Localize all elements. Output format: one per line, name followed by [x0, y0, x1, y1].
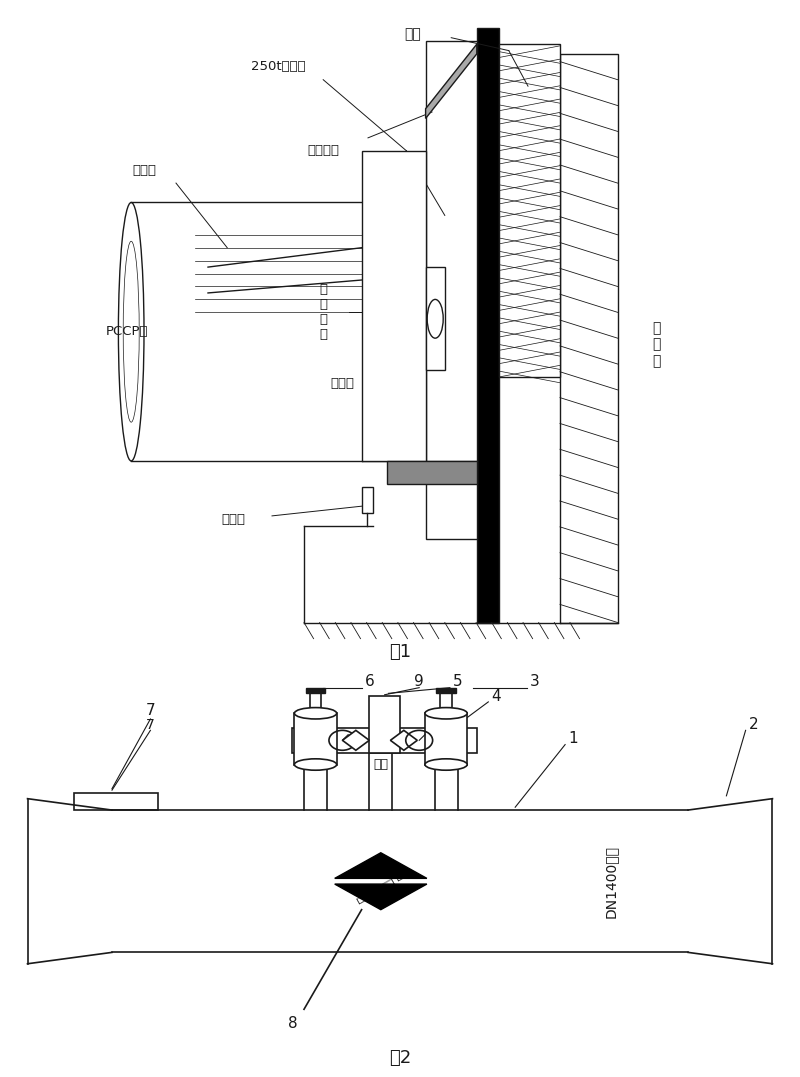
Text: 8: 8 — [288, 1016, 298, 1031]
Polygon shape — [334, 884, 427, 910]
Text: 锂垫块: 锂垫块 — [330, 377, 354, 390]
Bar — [293, 728, 477, 753]
Text: 250t千斤顶: 250t千斤顶 — [251, 60, 306, 73]
Text: 加助锂板: 加助锂板 — [307, 144, 339, 157]
Ellipse shape — [294, 759, 337, 770]
Polygon shape — [334, 853, 427, 879]
Text: 3: 3 — [530, 674, 539, 689]
Text: 锂
封
堵
板: 锂 封 堵 板 — [354, 869, 408, 905]
Bar — [306, 688, 325, 694]
Ellipse shape — [425, 708, 467, 719]
Text: 6: 6 — [365, 674, 374, 689]
Text: 5: 5 — [453, 674, 462, 689]
Bar — [294, 713, 337, 765]
Text: 阀门: 阀门 — [374, 758, 388, 771]
Text: 锂
制
盲
板: 锂 制 盲 板 — [319, 283, 327, 341]
Bar — [362, 487, 373, 513]
Bar — [437, 688, 456, 694]
Text: 2: 2 — [749, 717, 758, 732]
Text: 原
土
区: 原 土 区 — [652, 321, 660, 368]
Text: 图2: 图2 — [389, 1049, 411, 1066]
Text: 锂板助: 锂板助 — [132, 164, 156, 177]
Text: 1: 1 — [568, 731, 578, 746]
Bar — [426, 267, 445, 370]
Bar — [425, 713, 467, 765]
Text: PCCP管: PCCP管 — [106, 325, 148, 338]
Ellipse shape — [294, 708, 337, 719]
Bar — [370, 696, 400, 753]
Ellipse shape — [425, 759, 467, 770]
Bar — [426, 41, 477, 538]
Text: 图1: 图1 — [389, 643, 411, 661]
Polygon shape — [426, 44, 477, 118]
Text: DN1400锂管: DN1400锂管 — [604, 844, 618, 918]
Bar — [560, 54, 618, 623]
Text: 7: 7 — [146, 717, 154, 731]
Bar — [387, 461, 477, 484]
Text: 4: 4 — [491, 688, 501, 703]
Polygon shape — [342, 730, 370, 751]
Polygon shape — [390, 730, 418, 751]
Text: 放空阀: 放空阀 — [222, 513, 246, 526]
Text: 道木: 道木 — [405, 28, 421, 41]
Bar — [74, 793, 158, 810]
Text: 7: 7 — [146, 703, 155, 718]
Text: 9: 9 — [414, 674, 424, 689]
Bar — [362, 151, 426, 461]
Ellipse shape — [427, 299, 443, 338]
Bar — [477, 28, 499, 623]
Bar — [499, 44, 560, 377]
